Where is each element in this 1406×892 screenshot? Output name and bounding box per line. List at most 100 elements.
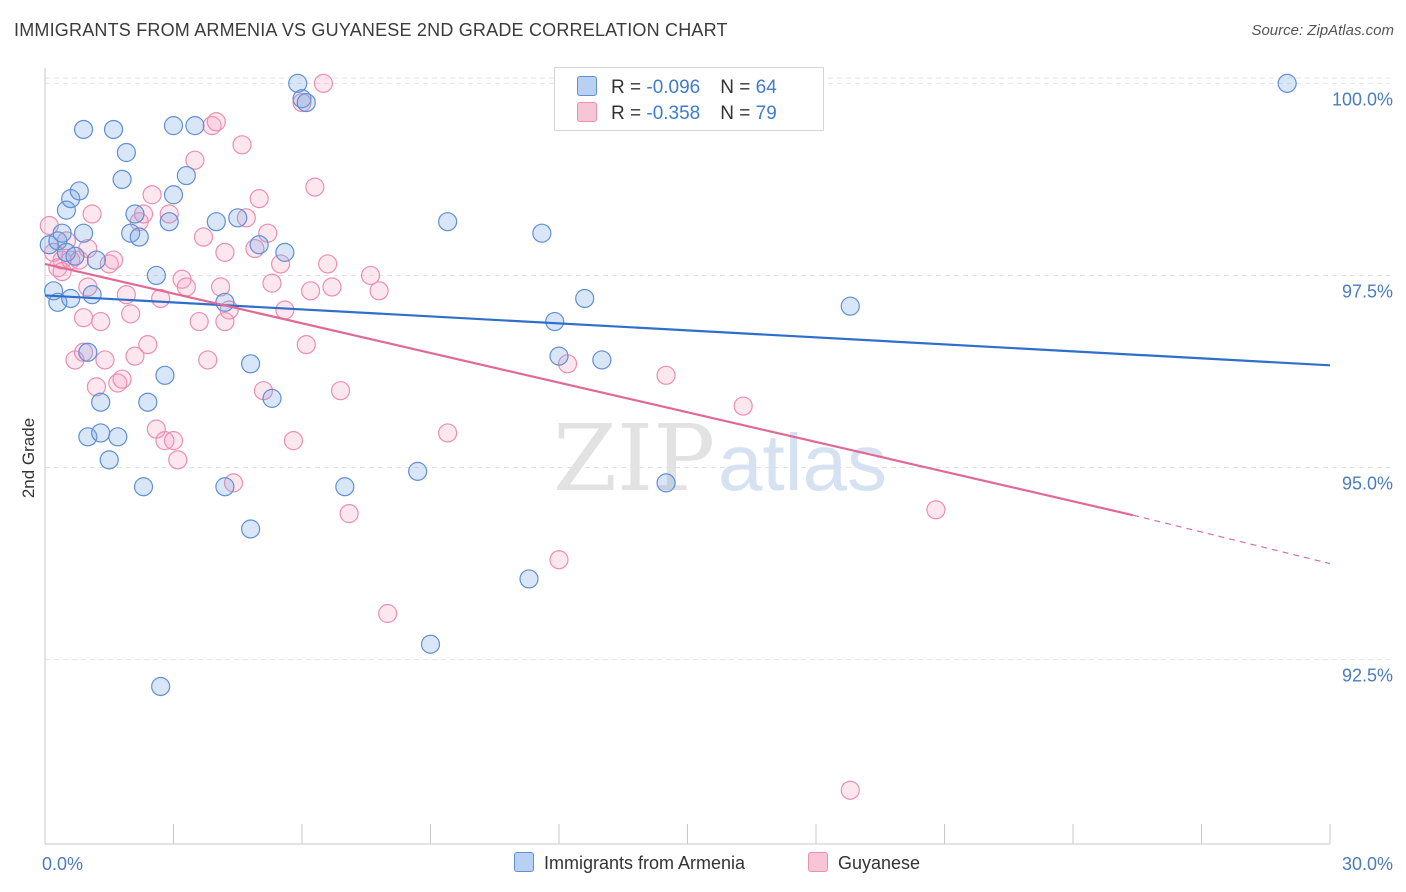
armenia-point-50 (408, 461, 428, 481)
guyanese-point-55 (275, 300, 295, 320)
y-tick-label-0: 92.5% (1342, 666, 1393, 686)
bottom-legend-label-guyanese: Guyanese (838, 853, 921, 873)
correlation-legend: R = -0.096 N = 64 R = -0.358 N = 79 (554, 67, 824, 131)
guyanese-point-27 (142, 185, 162, 205)
guyanese-point-64 (330, 381, 351, 401)
trend-line-guyanese (44, 262, 1134, 517)
armenia-point-19 (99, 450, 119, 470)
chart-title: IMMIGRANTS FROM ARMENIA VS GUYANESE 2ND … (14, 20, 728, 40)
guyanese-point-63 (322, 277, 342, 297)
guyanese-point-66 (360, 265, 381, 286)
x-tick-label-1: 30.0% (1342, 854, 1393, 874)
armenia-point-33 (163, 185, 184, 205)
armenia-point-46 (288, 73, 308, 93)
guyanese-point-22 (121, 304, 141, 324)
guyanese-point-70 (549, 550, 569, 570)
legend-n-value: 79 (755, 103, 777, 124)
armenia-point-16 (86, 250, 107, 270)
bottom-legend-guyanese: Guyanese (808, 852, 920, 874)
armenia-point-54 (532, 223, 552, 243)
armenia-point-49 (335, 477, 355, 497)
y-axis-title: 2nd Grade (19, 418, 38, 498)
legend-r-value: -0.358 (646, 103, 701, 124)
legend-row-armenia: R = -0.096 N = 64 (577, 76, 777, 100)
x-tick-labels: 0.0% 30.0% (42, 854, 1393, 874)
armenia-point-22 (112, 169, 132, 190)
legend-swatch-armenia (577, 76, 597, 96)
guyanese-point-50 (249, 189, 269, 209)
guyanese-point-32 (163, 431, 184, 451)
grid-lines (45, 77, 1390, 661)
armenia-point-59 (656, 473, 676, 493)
x-tick-label-0: 0.0% (42, 854, 83, 874)
legend-n-value: 64 (755, 77, 777, 98)
guyanese-point-38 (193, 227, 214, 247)
y-tick-label-3: 100.0% (1332, 89, 1393, 109)
y-tick-label-2: 97.5% (1342, 281, 1393, 301)
guyanese-point-41 (206, 112, 226, 132)
guyanese-point-56 (283, 431, 304, 451)
armenia-point-48 (296, 92, 316, 113)
armenia-point-39 (215, 477, 235, 497)
armenia-point-34 (163, 116, 184, 136)
watermark: ZIP atlas (553, 405, 887, 512)
trend-line-guyanese-extrapolated (1132, 514, 1331, 565)
armenia-point-9 (65, 246, 85, 266)
armenia-point-29 (146, 265, 166, 286)
armenia-point-18 (91, 423, 111, 443)
armenia-point-31 (155, 365, 175, 385)
guyanese-point-9 (73, 342, 94, 362)
legend-r-label: R = (611, 77, 647, 98)
armenia-point-11 (73, 223, 94, 243)
armenia-point-38 (215, 292, 235, 312)
guyanese-point-73 (733, 396, 753, 416)
armenia-point-30 (151, 676, 171, 697)
armenia-point-56 (549, 346, 569, 366)
guyanese-point-18 (103, 250, 124, 270)
armenia-point-61 (1277, 73, 1297, 93)
guyanese-point-67 (369, 281, 389, 301)
guyanese-point-15 (91, 311, 111, 332)
armenia-point-43 (249, 235, 269, 255)
guyanese-point-69 (438, 423, 458, 443)
armenia-point-23 (116, 142, 136, 163)
armenia-point-44 (262, 388, 282, 408)
guyanese-point-35 (176, 277, 196, 297)
y-tick-label-1: 95.0% (1342, 474, 1393, 494)
armenia-point-57 (575, 288, 595, 309)
legend-n-label: N = (720, 103, 756, 124)
armenia-point-8 (61, 288, 81, 309)
armenia-point-28 (138, 392, 158, 412)
armenia-point-40 (228, 208, 248, 228)
trend-lines (44, 262, 1331, 565)
watermark-zip: ZIP (553, 405, 715, 512)
guyanese-point-37 (189, 311, 209, 332)
guyanese-point-36 (185, 150, 205, 170)
armenia-point-10 (69, 181, 89, 201)
armenia-point-14 (78, 427, 98, 447)
armenia-point-4 (52, 223, 72, 243)
armenia-point-13 (78, 342, 98, 362)
guyanese-point-42 (211, 277, 231, 297)
trend-line-armenia (44, 294, 1331, 367)
armenia-point-26 (129, 227, 149, 247)
guyanese-point-61 (313, 73, 334, 93)
guyanese-point-44 (215, 242, 235, 262)
armenia-point-25 (125, 204, 145, 224)
guyanese-point-74 (840, 780, 860, 800)
armenia-point-37 (206, 212, 226, 232)
bottom-legend-armenia: Immigrants from Armenia (514, 852, 745, 874)
guyanese-point-75 (926, 500, 946, 520)
guyanese-point-53 (262, 273, 282, 293)
bottom-legend-swatch-guyanese (808, 852, 828, 872)
guyanese-point-58 (296, 334, 316, 355)
armenia-point-32 (159, 212, 179, 232)
guyanese-point-60 (305, 177, 325, 197)
bottom-legend-label-armenia: Immigrants from Armenia (544, 853, 746, 873)
armenia-point-12 (73, 119, 94, 140)
armenia-point-58 (592, 350, 612, 370)
armenia-point-36 (185, 116, 205, 136)
armenia-point-35 (176, 165, 196, 186)
guyanese-point-14 (86, 377, 107, 397)
armenia-point-42 (241, 519, 261, 539)
